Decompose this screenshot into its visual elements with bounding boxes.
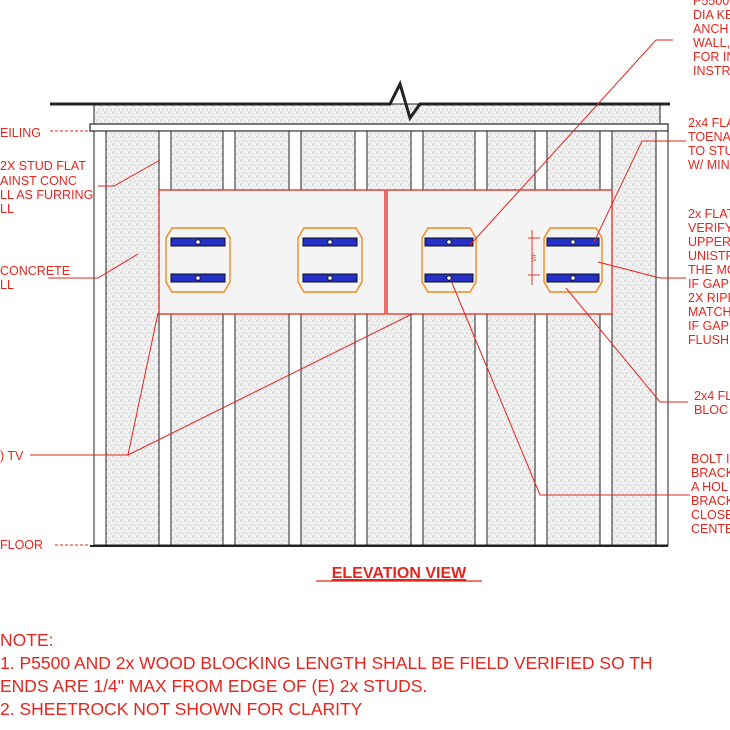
label-bolt-2: BRACK [691, 466, 730, 480]
tv-outline-right [386, 189, 613, 315]
label-flat-4: UNISTR [688, 249, 730, 263]
ceiling-plate [89, 123, 669, 132]
label-flat-9: IF GAP [688, 319, 729, 333]
label-flat-1: 2x FLAT [688, 207, 730, 221]
bracket-assembly [543, 227, 603, 293]
label-toenail-4: W/ MIN [688, 158, 730, 172]
label-p5500-2: DIA KE [693, 8, 730, 22]
leader-lines [30, 39, 690, 546]
notes-header: NOTE: [0, 630, 53, 650]
label-p5500-6: INSTR [693, 64, 730, 78]
label-flat-5: THE MO [688, 263, 730, 277]
tv-outline-left [158, 189, 386, 315]
label-toenail-1: 2x4 FLA [688, 116, 730, 130]
break-line [50, 79, 670, 122]
label-bolt-5: CLOSE [691, 508, 730, 522]
bracket-assembly [165, 227, 231, 293]
label-floor: FLOOR [0, 538, 43, 552]
label-stud-1: 2X STUD FLAT [0, 159, 86, 173]
label-tv: ) TV [0, 449, 24, 463]
label-p5500-5: FOR IN [693, 50, 730, 64]
label-concrete-1: CONCRETE [0, 264, 70, 278]
note-line-2: ENDS ARE 1/4" MAX FROM EDGE OF (E) 2x ST… [0, 676, 427, 696]
label-stud-4: LL [0, 202, 14, 216]
note-line-3: 2. SHEETROCK NOT SHOWN FOR CLARITY [0, 699, 363, 719]
label-flat-7: 2X RIPP [688, 291, 730, 305]
label-flat-2: VERIFY [688, 221, 730, 235]
label-bolt-3: A HOL [691, 480, 728, 494]
view-title: ELEVATION VIEW [332, 565, 467, 582]
label-p5500-4: WALL, [693, 36, 730, 50]
label-concrete-2: LL [0, 278, 14, 292]
label-toenail-2: TOENA [688, 130, 730, 144]
label-flat-8: MATCH [688, 305, 730, 319]
label-block-1: 2x4 FL [694, 389, 730, 403]
label-toenail-3: TO STU [688, 144, 730, 158]
label-flat-6: IF GAP [688, 277, 729, 291]
label-ceiling: EILING [0, 126, 41, 140]
label-stud-3: LL AS FURRING [0, 188, 93, 202]
concrete-slab [93, 103, 661, 125]
label-flat-10: FLUSH [688, 333, 729, 347]
vif-dimension [528, 230, 540, 285]
label-bolt-6: CENTE [691, 522, 730, 536]
stud [655, 130, 669, 546]
vif-label: VIF [532, 252, 538, 262]
label-block-2: BLOC [694, 403, 728, 417]
stud [93, 130, 107, 546]
label-p5500-1: P5500 [693, 0, 729, 8]
label-stud-2: AINST CONC [0, 174, 77, 188]
note-line-1: 1. P5500 AND 2x WOOD BLOCKING LENGTH SHA… [0, 653, 653, 673]
bracket-assembly [421, 227, 477, 293]
label-flat-3: UPPER [688, 235, 730, 249]
floor-line [90, 545, 668, 547]
label-p5500-3: ANCH [693, 22, 728, 36]
label-bolt-1: BOLT I [691, 452, 729, 466]
bracket-assembly [297, 227, 363, 293]
label-bolt-4: BRACK [691, 494, 730, 508]
